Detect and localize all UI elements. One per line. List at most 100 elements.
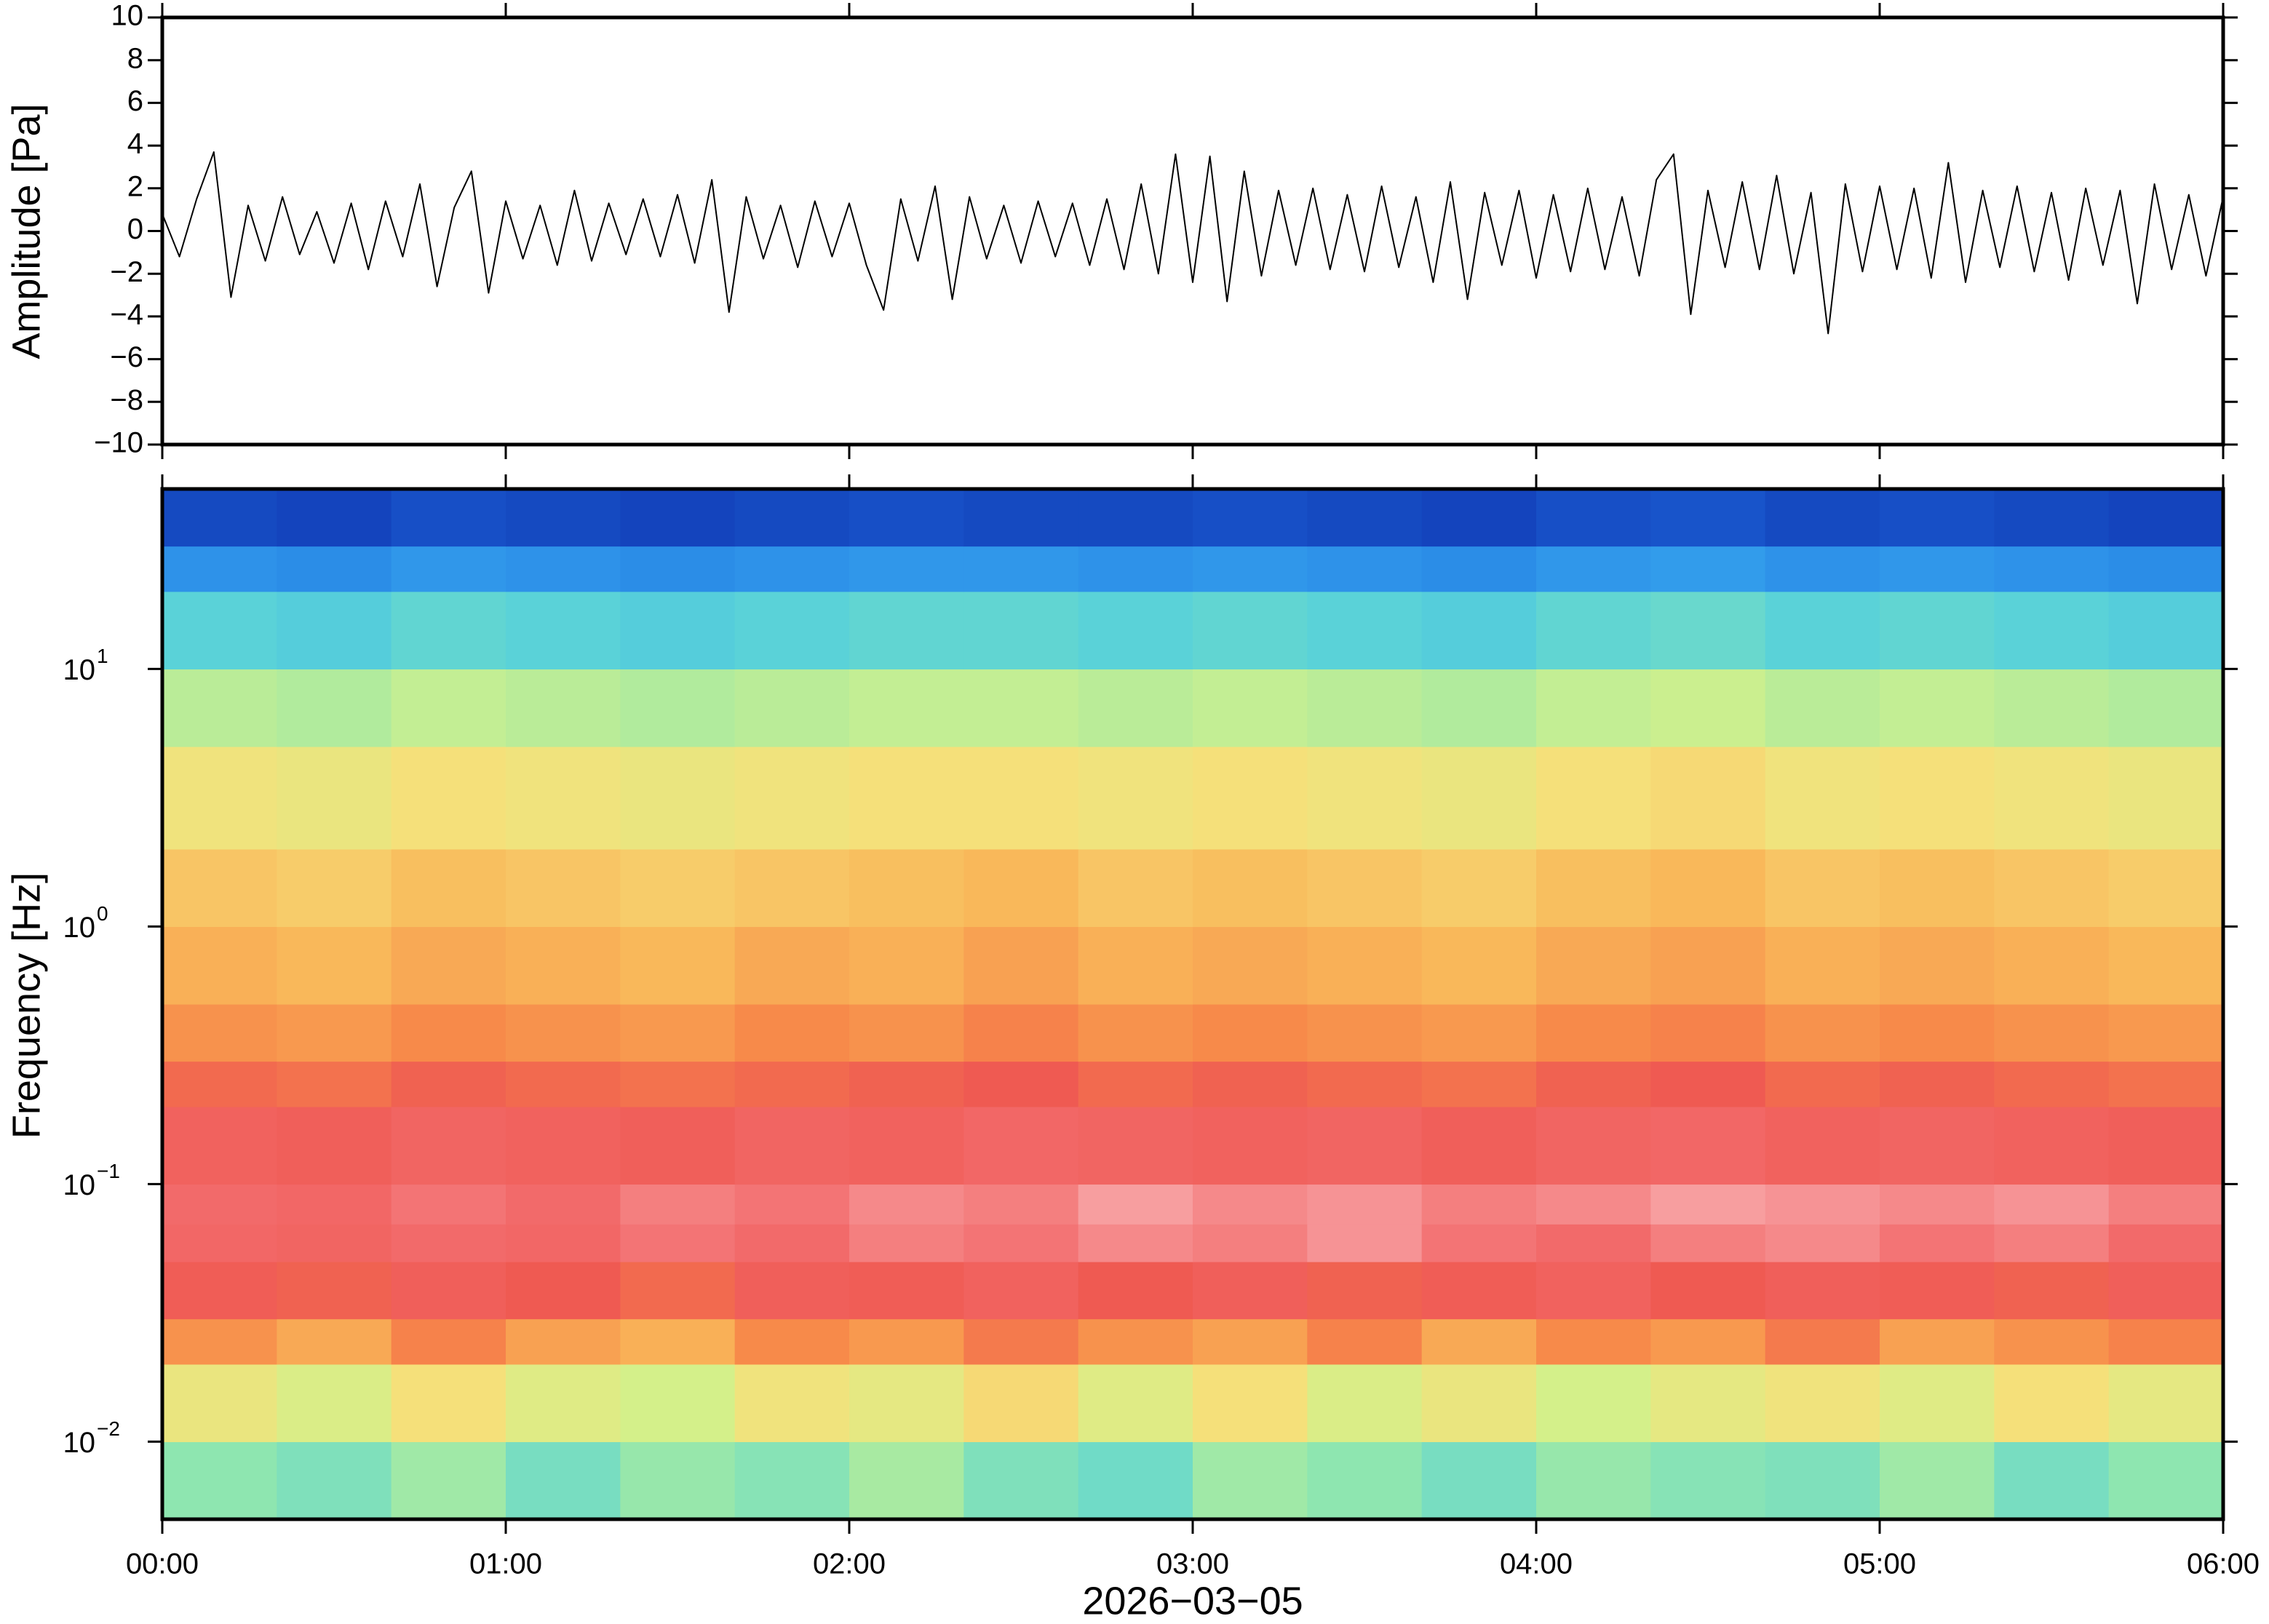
spectrogram-cell bbox=[1307, 1061, 1423, 1107]
spectrogram-cell bbox=[1880, 1224, 1995, 1262]
spectrogram-cell bbox=[506, 1441, 621, 1520]
spectrogram-cell bbox=[1078, 546, 1193, 592]
spectrogram-cell bbox=[2108, 669, 2224, 747]
spectrogram-cell bbox=[506, 1224, 621, 1262]
x-tick-label: 01:00 bbox=[469, 1548, 542, 1580]
spectrogram-cell bbox=[391, 1224, 506, 1262]
spectrogram-cell bbox=[849, 489, 964, 547]
spectrogram-cell bbox=[963, 591, 1079, 670]
spectrogram-cell bbox=[1193, 1004, 1308, 1062]
spectrogram-cell bbox=[1307, 848, 1423, 928]
spectrogram-cell bbox=[1880, 1318, 1995, 1365]
spectrogram-cell bbox=[1536, 489, 1651, 547]
spectrogram-cell bbox=[963, 848, 1079, 928]
spectrogram-cell bbox=[162, 489, 277, 547]
spectrogram-cell bbox=[1421, 546, 1537, 592]
y-tick-label: 10 bbox=[63, 912, 96, 944]
spectrogram-cell bbox=[1880, 747, 1995, 850]
spectrogram-cell bbox=[1421, 669, 1537, 747]
plot-frame bbox=[160, 15, 2225, 447]
spectrogram-cell bbox=[1650, 591, 1766, 670]
spectrogram-cell bbox=[1307, 1262, 1423, 1320]
spectrogram-cell bbox=[1078, 1004, 1193, 1062]
spectrogram-cell bbox=[1765, 1061, 1880, 1107]
spectrogram-cell bbox=[1193, 1106, 1308, 1185]
spectrogram-cell bbox=[620, 591, 736, 670]
spectrogram-cell bbox=[1765, 1106, 1880, 1185]
spectrogram-cell bbox=[1880, 489, 1995, 547]
spectrogram-cell bbox=[734, 1184, 850, 1225]
spectrogram-cell bbox=[506, 1364, 621, 1443]
spectrogram-cell bbox=[849, 546, 964, 592]
spectrogram-cell bbox=[1765, 926, 1880, 1005]
spectrogram-cell bbox=[1880, 1262, 1995, 1320]
spectrogram-cell bbox=[1994, 1106, 2110, 1185]
spectrogram-cell bbox=[162, 1061, 277, 1107]
spectrogram-cell bbox=[849, 1061, 964, 1107]
spectrogram-cell bbox=[506, 1318, 621, 1365]
x-tick-label: 03:00 bbox=[1156, 1548, 1229, 1580]
spectrogram-cell bbox=[849, 926, 964, 1005]
spectrogram-cell bbox=[162, 1224, 277, 1262]
spectrogram-cell bbox=[963, 1262, 1079, 1320]
spectrogram-cell bbox=[1536, 1106, 1651, 1185]
spectrogram-cell bbox=[1078, 1262, 1193, 1320]
spectrogram-cell bbox=[162, 926, 277, 1005]
spectrogram-cell bbox=[1193, 669, 1308, 747]
y-tick-label: −6 bbox=[110, 341, 143, 373]
spectrogram-cell bbox=[1421, 489, 1537, 547]
spectrogram-cell bbox=[1193, 848, 1308, 928]
spectrogram-cell bbox=[506, 848, 621, 928]
spectrogram-cell bbox=[1994, 1441, 2110, 1520]
spectrogram-cell bbox=[277, 1364, 392, 1443]
spectrogram-cell bbox=[1307, 669, 1423, 747]
y-tick-exponent: 0 bbox=[97, 902, 108, 925]
spectrogram-cell bbox=[963, 1364, 1079, 1443]
spectrogram-cell bbox=[1078, 1061, 1193, 1107]
spectrogram-cell bbox=[849, 1224, 964, 1262]
spectrogram-cell bbox=[734, 1224, 850, 1262]
spectrogram-cell bbox=[2108, 1004, 2224, 1062]
spectrogram-cell bbox=[1193, 591, 1308, 670]
spectrogram-cell bbox=[1307, 926, 1423, 1005]
spectrogram-cell bbox=[1994, 591, 2110, 670]
spectrogram-cell bbox=[963, 1106, 1079, 1185]
spectrogram-cell bbox=[2108, 1441, 2224, 1520]
spectrogram-cell bbox=[391, 546, 506, 592]
spectrogram-cell bbox=[1078, 1106, 1193, 1185]
spectrogram-cell bbox=[963, 926, 1079, 1005]
spectrogram-cell bbox=[1193, 1061, 1308, 1107]
spectrogram-cell bbox=[277, 747, 392, 850]
y-tick-label: 0 bbox=[127, 213, 143, 245]
spectrogram-cell bbox=[162, 1262, 277, 1320]
spectrogram-cell bbox=[277, 1061, 392, 1107]
spectrogram-cell bbox=[849, 1364, 964, 1443]
spectrogram-cell bbox=[1421, 1318, 1537, 1365]
y-tick-label: 10 bbox=[63, 1169, 96, 1201]
spectrogram-cell bbox=[1307, 591, 1423, 670]
spectrogram-cell bbox=[391, 1184, 506, 1225]
spectrogram-cell bbox=[1536, 546, 1651, 592]
spectrogram-cell bbox=[734, 1262, 850, 1320]
spectrogram-cell bbox=[963, 1224, 1079, 1262]
y-tick-label: 10 bbox=[63, 654, 96, 686]
spectrogram-cell bbox=[1650, 1441, 1766, 1520]
spectrogram-cell bbox=[1880, 926, 1995, 1005]
spectrogram-cell bbox=[620, 747, 736, 850]
spectrogram-cell bbox=[1421, 848, 1537, 928]
spectrogram-cell bbox=[162, 669, 277, 747]
spectrogram-cell bbox=[1421, 1364, 1537, 1443]
spectrogram-cell bbox=[1880, 1441, 1995, 1520]
y-tick-exponent: −1 bbox=[97, 1160, 120, 1182]
spectrogram-cell bbox=[1880, 669, 1995, 747]
spectrogram-cell bbox=[1765, 669, 1880, 747]
y-axis-title: Frequency [Hz] bbox=[4, 872, 48, 1139]
spectrogram-cell bbox=[277, 848, 392, 928]
spectrogram-cell bbox=[1650, 1224, 1766, 1262]
spectrogram-cell bbox=[1536, 1004, 1651, 1062]
spectrogram-cell bbox=[1193, 546, 1308, 592]
spectrogram-cell bbox=[1421, 1004, 1537, 1062]
spectrogram-cell bbox=[1880, 1106, 1995, 1185]
